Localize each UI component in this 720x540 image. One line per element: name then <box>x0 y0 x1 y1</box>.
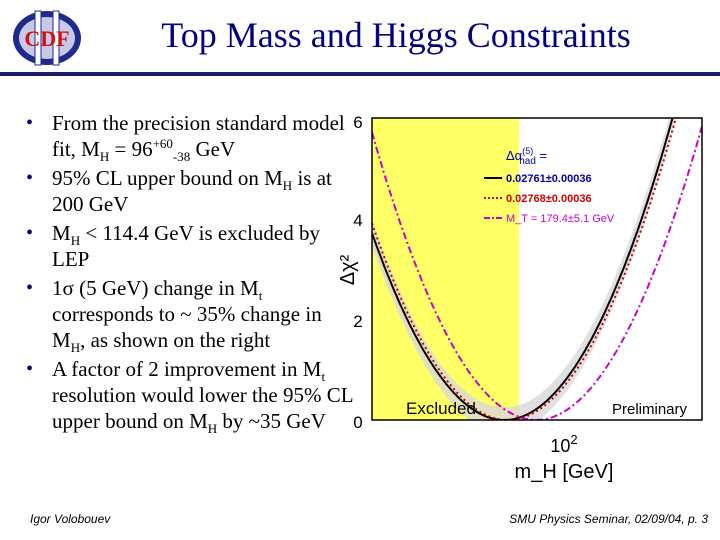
excluded-region <box>372 118 520 420</box>
plot-background <box>372 118 520 420</box>
bullet-item: • 1σ (5 GeV) change in Mt corresponds to… <box>26 276 322 356</box>
logo-roman-left <box>34 10 42 66</box>
plot-curves <box>372 118 702 420</box>
bullet-dot-icon: • <box>26 277 34 299</box>
x-tick-label: 102 <box>550 432 577 456</box>
footer-event: SMU Physics Seminar, 02/09/04, p. 3 <box>509 512 708 526</box>
y-tick-label: 6 <box>353 113 362 132</box>
bullet-item: • A factor of 2 improvement in Mt resolu… <box>26 357 353 437</box>
logo-inner-disc <box>19 17 75 59</box>
y-tick-label: 0 <box>353 413 362 432</box>
plot-frame <box>371 117 703 421</box>
x-axis-label: m_H [GeV] <box>515 461 614 483</box>
preliminary-label: Preliminary <box>612 401 688 418</box>
delta-chi2-chart: 6 4 2 0 Δχ² 102 m_H [GeV] Excluded Preli… <box>337 113 703 483</box>
y-axis-label: Δχ² <box>337 254 359 285</box>
y-tick-label: 2 <box>353 312 362 331</box>
bullet-dot-icon: • <box>26 112 34 134</box>
bullet-dot-icon: • <box>26 222 34 244</box>
legend-header: Δα(5) had = <box>506 146 547 167</box>
bullet-item: • From the precision standard model fit,… <box>26 111 345 165</box>
slide-title: Top Mass and Higgs Constraints <box>161 15 631 55</box>
bullet-dot-icon: • <box>26 167 34 189</box>
page-number: p. 3 <box>687 512 708 526</box>
series-line-2 <box>372 118 678 420</box>
legend-entry-2: 0.02768±0.00036 <box>506 193 592 205</box>
bullet-item: • MH < 114.4 GeV is excluded by LEP <box>26 221 320 271</box>
excluded-label: Excluded <box>406 399 476 418</box>
series-line-1 <box>372 118 674 420</box>
cdf-logo: CDF <box>13 10 81 66</box>
legend-entry-3: M_T = 179.4±5.1 GeV <box>506 213 615 225</box>
bullet-item: • 95% CL upper bound on MH is at 200 GeV <box>26 166 332 216</box>
bullet-dot-icon: • <box>26 358 34 380</box>
bullet-list: • From the precision standard model fit,… <box>22 110 357 437</box>
footer-author: Igor Volobouev <box>30 512 111 526</box>
y-tick-label: 4 <box>353 211 362 230</box>
series-line-3 <box>372 126 702 420</box>
logo-text: CDF <box>24 26 69 51</box>
logo-roman-right <box>52 10 60 66</box>
title-rule <box>0 72 720 76</box>
legend-entry-1: 0.02761±0.00036 <box>506 173 592 185</box>
